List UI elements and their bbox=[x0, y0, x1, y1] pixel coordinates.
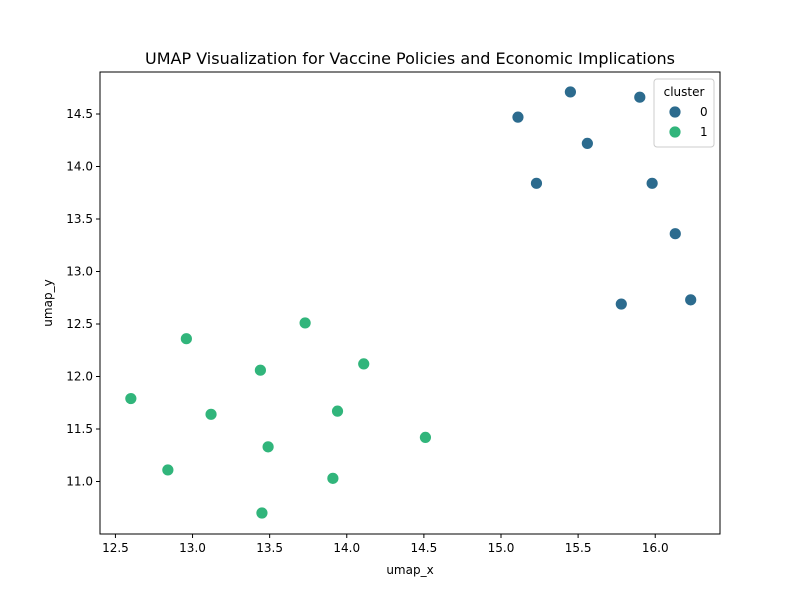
y-tick-label: 12.0 bbox=[66, 370, 93, 384]
x-tick-label: 13.5 bbox=[256, 541, 283, 555]
point-cluster-0 bbox=[563, 85, 577, 99]
point-cluster-1 bbox=[124, 392, 138, 405]
point-cluster-1 bbox=[161, 463, 175, 477]
y-tick-label: 14.5 bbox=[66, 107, 93, 121]
point-cluster-1 bbox=[298, 316, 312, 330]
plot-frame bbox=[99, 71, 721, 535]
point-cluster-0 bbox=[684, 293, 698, 307]
legend-label: 1 bbox=[700, 125, 708, 139]
y-tick-label: 12.5 bbox=[66, 317, 93, 331]
x-tick-label: 13.0 bbox=[179, 541, 206, 555]
x-tick-label: 12.5 bbox=[102, 541, 129, 555]
y-tick-label: 14.0 bbox=[66, 160, 93, 174]
point-cluster-0 bbox=[511, 110, 525, 124]
point-cluster-1 bbox=[419, 430, 432, 444]
legend-label: 0 bbox=[700, 105, 708, 119]
point-cluster-1 bbox=[357, 357, 371, 371]
point-cluster-0 bbox=[530, 176, 543, 190]
point-cluster-1 bbox=[179, 332, 193, 346]
legend: cluster 01 bbox=[653, 78, 715, 148]
point-cluster-1 bbox=[253, 363, 267, 377]
chart-title: UMAP Visualization for Vaccine Policies … bbox=[145, 49, 675, 68]
point-cluster-0 bbox=[633, 90, 647, 104]
x-tick-label: 14.5 bbox=[411, 541, 438, 555]
point-cluster-1 bbox=[204, 407, 218, 421]
y-tick-label: 11.5 bbox=[66, 422, 93, 436]
points-layer bbox=[124, 85, 698, 520]
point-cluster-0 bbox=[580, 136, 594, 150]
y-tick-label: 13.0 bbox=[66, 265, 93, 279]
x-tick-label: 16.0 bbox=[642, 541, 669, 555]
point-cluster-0 bbox=[668, 227, 682, 241]
y-tick-label: 13.5 bbox=[66, 212, 93, 226]
legend-marker bbox=[668, 125, 682, 139]
point-cluster-1 bbox=[326, 471, 340, 485]
y-axis-label: umap_y bbox=[41, 279, 55, 326]
x-tick-label: 15.5 bbox=[565, 541, 592, 555]
x-tick-label: 14.0 bbox=[333, 541, 360, 555]
point-cluster-1 bbox=[255, 506, 269, 520]
point-cluster-0 bbox=[645, 176, 659, 190]
x-axis: 12.5 13.0 13.5 14.0 14.5 15.0 15.5 16.0 bbox=[102, 534, 669, 555]
point-cluster-0 bbox=[614, 297, 628, 311]
point-cluster-1 bbox=[331, 404, 344, 418]
legend-marker bbox=[668, 105, 682, 119]
y-axis: 11.0 11.5 12.0 12.5 13.0 13.5 14.0 14.5 bbox=[66, 107, 100, 489]
x-tick-label: 15.0 bbox=[488, 541, 515, 555]
legend-entries: 01 bbox=[668, 105, 708, 139]
point-cluster-1 bbox=[261, 440, 275, 454]
legend-title: cluster bbox=[664, 85, 705, 99]
y-tick-label: 11.0 bbox=[66, 475, 93, 489]
x-axis-label: umap_x bbox=[386, 563, 433, 577]
